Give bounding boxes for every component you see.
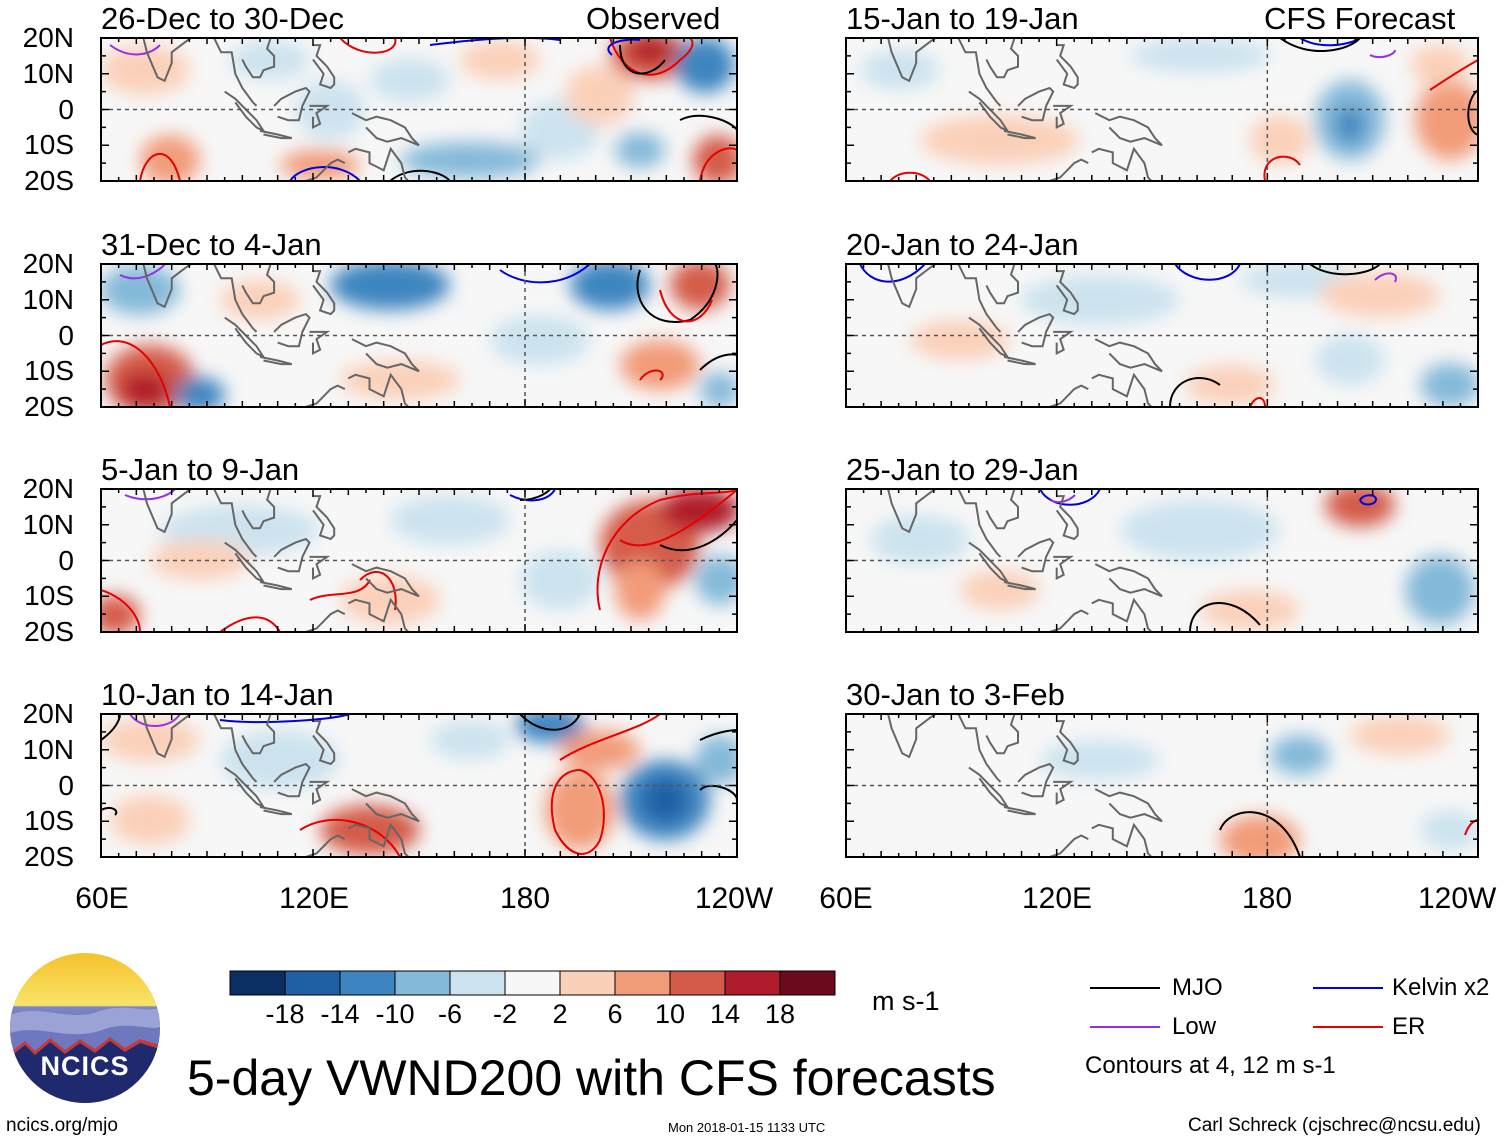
colorbar-label: -10	[375, 999, 415, 1029]
colorbar-label: 14	[709, 999, 741, 1029]
legend-swatch-er	[1313, 1026, 1383, 1028]
panel-title-7: 30-Jan to 3-Feb	[846, 677, 1065, 712]
x-tick-label: 60E	[819, 882, 873, 915]
y-tick-label: 20S	[24, 841, 74, 872]
colorbar-swatch	[229, 970, 286, 996]
x-tick-label: 180	[499, 882, 551, 915]
legend-swatch-kelvin	[1313, 987, 1383, 989]
colorbar-swatch	[614, 970, 671, 996]
y-tick-label: 0	[58, 544, 74, 576]
colorbar-swatch	[394, 970, 451, 996]
panel-31dec-4jan	[101, 264, 737, 407]
y-tick-label: 20N	[22, 22, 74, 53]
panel-26dec-30dec	[101, 38, 737, 181]
colorbar-label: 10	[654, 999, 686, 1029]
y-tick-label: 10N	[22, 508, 74, 540]
legend-mjo: MJO	[1172, 974, 1223, 1001]
colorbar-label: -18	[265, 999, 305, 1029]
y-tick-label: 20S	[24, 165, 74, 196]
panel-title-5: 20-Jan to 24-Jan	[846, 227, 1079, 262]
colorbar-label: 18	[764, 999, 796, 1029]
panel-15jan-19jan	[846, 38, 1478, 181]
colorbar-swatch	[449, 970, 506, 996]
panel-title-1: 31-Dec to 4-Jan	[101, 227, 322, 262]
colorbar-swatch	[779, 970, 836, 996]
colorbar-swatch	[339, 970, 396, 996]
x-tick-label: 120W	[694, 882, 774, 915]
y-tick-label: 10N	[22, 57, 74, 89]
observed-label: Observed	[586, 1, 721, 36]
legend-swatch-low	[1090, 1026, 1160, 1028]
y-tick-label: 20N	[22, 698, 74, 729]
y-tick-label: 10S	[24, 129, 74, 161]
forecast-label: CFS Forecast	[1264, 1, 1456, 36]
contour-note: Contours at 4, 12 m s-1	[1085, 1052, 1336, 1079]
y-tick-label: 10N	[22, 283, 74, 315]
ncics-logo: NCICS	[10, 953, 160, 1103]
x-tick-label: 120E	[278, 882, 350, 915]
colorbar-swatch	[504, 970, 561, 996]
y-tick-label: 10N	[22, 733, 74, 765]
colorbar-label: -6	[437, 999, 462, 1029]
y-tick-label: 10S	[24, 580, 74, 612]
y-tick-label: 20S	[24, 616, 74, 647]
legend-er: ER	[1392, 1013, 1426, 1040]
panel-title-4: 15-Jan to 19-Jan	[846, 1, 1079, 36]
legend-kelvin: Kelvin x2	[1392, 974, 1490, 1001]
x-tick-label: 180	[1241, 882, 1293, 915]
x-tick-label: 120W	[1418, 884, 1497, 914]
y-tick-label: 10S	[24, 805, 74, 837]
figure-title: 5-day VWND200 with CFS forecasts	[187, 1050, 996, 1106]
panel-title-6: 25-Jan to 29-Jan	[846, 452, 1079, 487]
legend-swatch-mjo	[1090, 987, 1160, 989]
units-label: m s-1	[872, 986, 940, 1016]
y-tick-label: 10S	[24, 355, 74, 387]
timestamp: Mon 2018-01-15 1133 UTC	[668, 1120, 826, 1135]
panel-title-0: 26-Dec to 30-Dec	[101, 1, 344, 36]
y-tick-label: 20S	[24, 391, 74, 422]
y-tick-label: 20N	[22, 248, 74, 279]
colorbar-label: -14	[320, 999, 360, 1029]
colorbar-swatch	[669, 970, 726, 996]
author-credit: Carl Schreck (cjschrec@ncsu.edu)	[1188, 1115, 1481, 1136]
colorbar-swatch	[724, 970, 781, 996]
colorbar	[229, 970, 836, 996]
x-tick-label: 120E	[1021, 882, 1093, 915]
colorbar-swatch	[559, 970, 616, 996]
coastlines	[141, 38, 1163, 857]
y-tick-label: 0	[58, 769, 74, 801]
logo-text: NCICS	[40, 1051, 130, 1081]
site-url: ncics.org/mjo	[6, 1115, 118, 1136]
panel-20jan-24jan	[846, 264, 1478, 407]
colorbar-label: 6	[607, 999, 623, 1029]
panel-30jan-3feb	[846, 714, 1478, 857]
y-tick-label: 0	[58, 93, 74, 125]
colorbar-label: -2	[492, 999, 517, 1029]
panel-25jan-29jan	[846, 489, 1478, 632]
panel-10jan-14jan	[101, 714, 737, 857]
panel-title-3: 10-Jan to 14-Jan	[101, 677, 334, 712]
x-tick-label: 60E	[75, 882, 129, 915]
legend-low: Low	[1172, 1013, 1217, 1040]
panel-frames	[100, 37, 1479, 858]
panel-title-2: 5-Jan to 9-Jan	[101, 452, 300, 487]
colorbar-swatch	[284, 970, 341, 996]
panel-5jan-9jan	[101, 489, 737, 632]
colorbar-label: 2	[552, 999, 568, 1029]
y-tick-label: 0	[58, 319, 74, 351]
y-tick-label: 20N	[22, 473, 74, 504]
